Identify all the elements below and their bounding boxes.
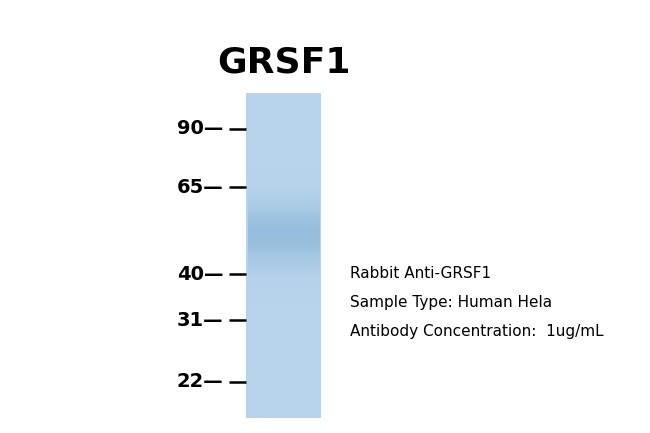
Text: 31—: 31— (177, 311, 223, 330)
Text: GRSF1: GRSF1 (217, 45, 350, 80)
Text: 40—: 40— (177, 265, 223, 284)
Text: Rabbit Anti-GRSF1: Rabbit Anti-GRSF1 (350, 266, 491, 281)
Text: Antibody Concentration:  1ug/mL: Antibody Concentration: 1ug/mL (350, 324, 604, 339)
Text: Sample Type: Human Hela: Sample Type: Human Hela (350, 295, 552, 310)
Text: 65—: 65— (176, 178, 223, 197)
Text: 90—: 90— (177, 119, 223, 138)
Text: 22—: 22— (176, 372, 223, 391)
